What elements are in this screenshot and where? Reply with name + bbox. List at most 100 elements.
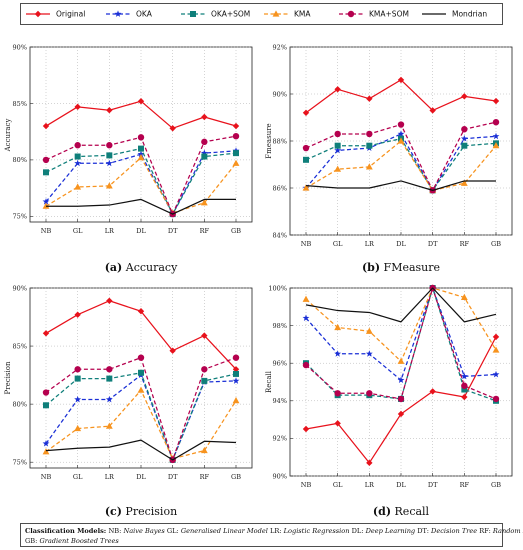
x-tick-label: GB — [491, 481, 501, 489]
data-point — [200, 149, 208, 157]
x-tick-label: NB — [301, 481, 312, 489]
data-point — [106, 297, 113, 304]
data-point — [201, 113, 208, 121]
x-tick-label: DL — [136, 227, 146, 235]
data-point — [232, 132, 240, 140]
model-name: Naive Bayes — [122, 527, 166, 535]
series-original — [42, 297, 240, 373]
panel-caption-text: FMeasure — [380, 261, 440, 274]
data-point — [492, 97, 500, 105]
x-tick-label: GB — [231, 473, 241, 481]
data-point — [334, 420, 341, 427]
legend-marker — [272, 10, 280, 17]
y-tick-label: 96% — [273, 360, 287, 368]
data-point — [201, 332, 208, 339]
legend: Original OKA OKA+SOM KMA KMA+SOM Mondrian — [20, 3, 503, 25]
y-tick-label: 80% — [13, 400, 27, 408]
legend-marker — [190, 11, 196, 17]
data-point — [302, 361, 310, 369]
legend-entry-kma: KMA — [264, 10, 311, 19]
data-point — [461, 382, 468, 389]
legend-label: KMA+SOM — [369, 10, 409, 19]
data-point — [105, 422, 113, 429]
data-point — [302, 109, 310, 116]
y-tick-label: 90% — [273, 472, 287, 480]
series-mondrian — [305, 287, 497, 323]
data-point — [137, 134, 145, 141]
data-point — [106, 375, 113, 382]
y-tick-label: 100% — [268, 284, 287, 292]
data-point — [42, 156, 50, 164]
data-point — [397, 357, 405, 364]
legend-label: OKA — [136, 10, 153, 19]
panel-accuracy: NB GL LR DL DT RF GB 75% 80% 85% 90% Accuracy — [4, 43, 253, 235]
data-point — [492, 119, 500, 126]
panel-caption-text: Accuracy — [122, 261, 178, 274]
data-point — [201, 153, 208, 160]
panel-label: (a) — [105, 261, 123, 274]
series-kma-som — [42, 354, 240, 464]
x-tick-label: DT — [428, 240, 438, 248]
legend-marker — [34, 10, 42, 18]
data-point — [429, 388, 436, 395]
data-point — [233, 370, 239, 377]
data-point — [303, 156, 309, 163]
data-point — [461, 386, 468, 393]
panel-fmeasure: NB GL LR DL DT RF GB 84% 86% 88% 90% 92% Fmeasure — [265, 43, 513, 248]
data-point — [334, 130, 341, 138]
model-abbr: GL: — [167, 527, 181, 535]
data-point — [366, 142, 373, 149]
x-tick-label: GL — [333, 240, 343, 248]
data-point — [137, 308, 145, 315]
legend-entry-original: Original — [26, 10, 85, 19]
model-name: Gradient Boosted Trees — [39, 537, 119, 545]
panel-label: (b) — [362, 261, 380, 274]
y-tick-label: 92% — [273, 435, 287, 443]
footer-box — [20, 523, 503, 547]
data-point — [137, 150, 145, 158]
data-point — [302, 184, 310, 191]
data-point — [397, 137, 405, 144]
data-point — [169, 125, 176, 132]
data-point — [492, 370, 500, 378]
data-point — [232, 354, 240, 361]
legend-label: OKA+SOM — [211, 10, 250, 19]
y-tick-label: 85% — [13, 100, 27, 108]
panel-caption-text: Recall — [391, 505, 430, 518]
data-point — [43, 169, 49, 176]
data-point — [42, 448, 50, 455]
data-point — [365, 350, 373, 357]
data-point — [334, 86, 341, 93]
series-line — [305, 287, 497, 323]
legend-entry-mondrian: Mondrian — [422, 10, 487, 19]
data-point — [429, 107, 436, 114]
legend-marker — [347, 10, 355, 18]
data-point — [334, 146, 342, 154]
data-point — [334, 142, 341, 149]
x-tick-label: RF — [200, 227, 210, 235]
y-tick-label: 92% — [273, 43, 287, 51]
series-kma — [302, 137, 500, 193]
data-point — [397, 76, 405, 84]
data-point — [461, 142, 468, 149]
x-tick-label: GL — [333, 481, 343, 489]
data-point — [137, 386, 145, 393]
data-point — [397, 130, 405, 137]
model-abbr: DL: — [352, 527, 366, 535]
data-point — [42, 122, 50, 130]
data-point — [201, 366, 208, 373]
data-point — [460, 135, 468, 142]
y-axis-label: Recall — [265, 370, 273, 393]
model-abbr: NB: — [109, 527, 124, 535]
data-point — [397, 395, 405, 403]
series-line — [45, 372, 237, 461]
data-point — [74, 153, 81, 160]
legend-label: Original — [56, 10, 85, 19]
legend-entry-kma-som: KMA+SOM — [339, 10, 409, 19]
data-point — [232, 122, 240, 130]
y-axis-label: Fmeasure — [265, 123, 273, 158]
x-tick-label: NB — [41, 473, 52, 481]
data-point — [366, 459, 373, 467]
series-original — [42, 97, 240, 132]
data-point — [74, 375, 81, 382]
